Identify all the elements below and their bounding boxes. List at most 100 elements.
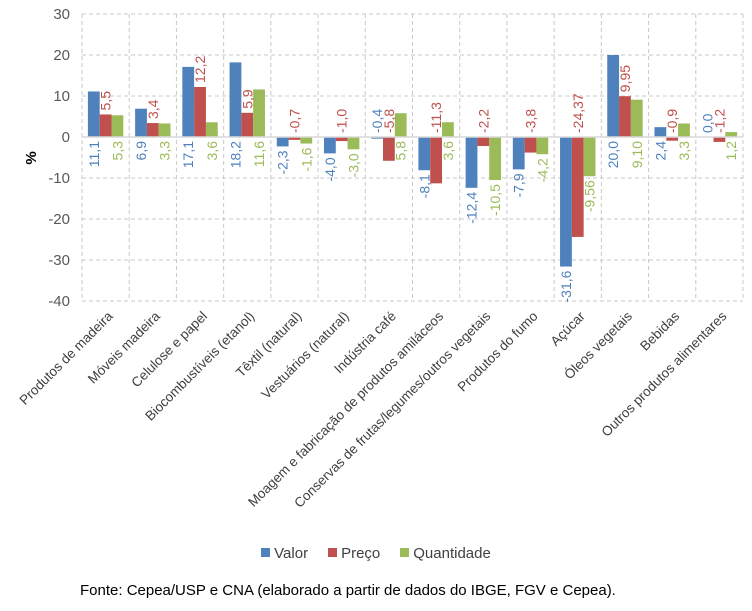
x-category-label: Vestuários (natural) [258,309,351,402]
bar-valor [465,137,478,188]
bar-quantidade [489,137,502,181]
data-label-quantidade: 1,2 [723,141,739,161]
bar-preço [666,137,679,141]
bar-preço [335,137,348,142]
data-label-valor: 0,0 [700,113,716,133]
data-labels: 11,1 6,9 17,1 18,2 -2,3 -4,0 -0,4 -8,1 -12,4 -7,9… [86,56,739,303]
bar-quantidade [394,113,407,137]
data-label-valor: -0,4 [369,109,385,133]
bar-quantidade [158,123,171,137]
bar-preço [477,137,490,147]
data-label-preço: -2,2 [475,109,491,133]
data-label-preço: 9,95 [617,65,633,92]
bar-preço [619,96,631,137]
data-label-quantidade: 3,3 [157,141,173,161]
bar-quantidade [725,132,738,137]
chart: 30 20 10 0 -10 -20 -30 -40 % 11,1 6,9 17,1 18,2 -2,… [17,6,744,511]
bar-valor [371,137,383,139]
data-label-valor: 20,0 [605,141,621,168]
data-label-quantidade: 3,6 [204,141,220,161]
legend-item-quantidade: Quantidade [400,545,491,562]
data-label-preço: 3,4 [145,99,161,119]
bar-quantidade [253,89,265,137]
bar-preço [194,86,206,137]
bar-quantidade [442,122,454,137]
bar-valor [607,55,620,137]
data-label-valor: 2,4 [652,141,668,161]
data-label-quantidade: -3,0 [345,153,361,177]
bar-valor [654,127,667,137]
legend-swatch [261,548,271,557]
bar-quantidade [347,137,360,150]
data-label-preço: -11,3 [428,102,444,133]
data-label-valor: -4,0 [322,157,338,181]
y-axis-label: % [23,151,40,164]
data-label-preço: 5,9 [239,89,255,109]
legend-item-preço: Preço [328,545,380,562]
data-label-valor: -8,1 [416,174,432,198]
bar-valor [87,91,100,137]
data-label-valor: -12,4 [464,192,480,224]
bar-quantidade [630,99,643,137]
y-tick-label: -40 [48,293,70,310]
bar-valor [560,137,572,267]
bar-preço [524,137,537,153]
bar-valor [512,137,525,170]
legend-label: Preço [341,545,381,562]
data-label-quantidade: 5,3 [109,141,125,161]
y-tick-label: 30 [53,6,70,23]
source-note: Fonte: Cepea/USP e CNA (elaborado a part… [80,582,616,599]
data-label-preço: -1,2 [711,109,727,133]
bar-preço [571,137,584,237]
x-category-label: Açúcar [548,308,589,349]
data-label-preço: -0,7 [286,109,302,133]
data-label-valor: 18,2 [227,141,243,168]
data-label-quantidade: -10,5 [487,184,503,216]
legend-swatch [328,548,338,557]
data-label-quantidade: -1,6 [298,147,314,171]
data-label-valor: 11,1 [86,141,102,167]
data-label-valor: 17,1 [180,141,196,168]
legend: Valor Preço Quantidade [0,545,752,562]
bar-quantidade [583,137,596,177]
y-axis-ticks: 30 20 10 0 -10 -20 -30 -40 [48,6,70,310]
bar-valor [229,62,242,137]
bar-valor [135,108,147,137]
bar-valor [323,137,336,154]
bar-quantidade [536,137,549,155]
legend-label: Valor [274,545,309,562]
y-tick-label: 20 [53,47,70,64]
x-category-label: Bebidas [637,308,682,353]
bar-preço [713,137,726,142]
bar-preço [99,114,112,137]
data-label-preço: -1,0 [334,109,350,133]
y-tick-label: 10 [53,88,70,105]
y-tick-label: -30 [48,252,70,269]
y-tick-label: -10 [48,170,70,187]
y-tick-label: 0 [62,129,70,146]
bar-quantidade [678,123,690,137]
bar-quantidade [205,122,218,137]
data-label-valor: -2,3 [275,150,291,174]
data-label-quantidade: 3,3 [676,141,692,161]
bar-valor [182,66,195,137]
data-label-preço: -3,8 [523,109,539,133]
bar-valor [276,137,289,147]
data-label-preço: -5,8 [381,109,397,133]
bar-quantidade [300,137,313,144]
y-tick-label: -20 [48,211,70,228]
x-category-label: Produtos de madeira [17,308,117,408]
bar-preço [288,137,301,140]
legend-label: Quantidade [413,545,491,562]
x-category-label: Produtos do fumo [455,309,541,395]
bar-preço [382,137,395,161]
data-label-quantidade: 5,8 [393,141,409,161]
data-label-valor: -7,9 [511,173,527,197]
data-label-quantidade: 9,10 [629,141,645,168]
legend-item-valor: Valor [261,545,308,562]
data-label-quantidade: -9,56 [582,180,598,212]
bars [87,55,738,267]
bar-quantidade [111,115,124,137]
bar-valor [418,137,431,171]
